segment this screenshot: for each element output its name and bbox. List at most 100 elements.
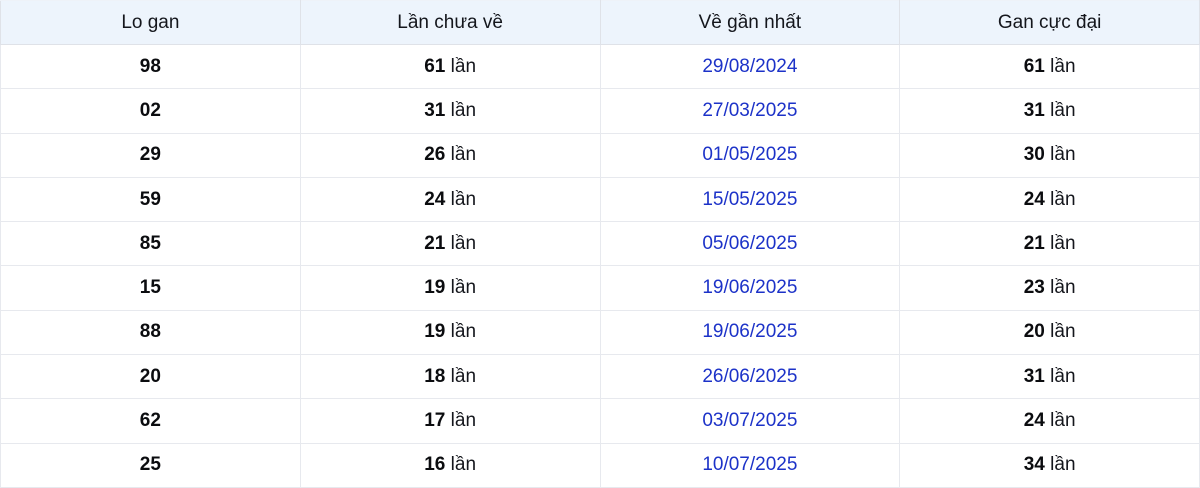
times-suffix-label: lần <box>450 365 477 387</box>
table-row: 88 19 lần 19/06/2025 20 lần <box>0 309 1200 356</box>
max-suffix-label: lần <box>1050 188 1076 210</box>
cell-ve-gan-nhat: 29/08/2024 <box>599 43 901 90</box>
cell-lan-chua-ve: 31 lần <box>299 88 601 134</box>
max-suffix-label: lần <box>1050 99 1076 121</box>
last-return-date-link[interactable]: 15/05/2025 <box>702 188 798 210</box>
table-header: Lo gan Lần chưa về Về gần nhất Gan cực đ… <box>0 0 1200 45</box>
table-row: 98 61 lần 29/08/2024 61 lần <box>0 43 1200 90</box>
cell-lan-chua-ve: 26 lần <box>299 132 601 178</box>
max-gan-value: 21 <box>1023 232 1045 254</box>
table-row: 20 18 lần 26/06/2025 31 lần <box>0 354 1200 400</box>
last-return-date-link[interactable]: 05/06/2025 <box>702 232 798 254</box>
last-return-date-link[interactable]: 19/06/2025 <box>702 321 798 343</box>
last-return-date-link[interactable]: 29/08/2024 <box>702 55 798 77</box>
cell-ve-gan-nhat: 15/05/2025 <box>599 176 901 223</box>
times-not-returned-value: 24 <box>424 188 446 210</box>
cell-ve-gan-nhat: 10/07/2025 <box>599 442 901 488</box>
table-row: 62 17 lần 03/07/2025 24 lần <box>0 398 1200 444</box>
cell-ve-gan-nhat: 05/06/2025 <box>599 221 901 267</box>
times-suffix-label: lần <box>450 277 477 299</box>
cell-lo-gan: 20 <box>0 354 301 400</box>
times-not-returned-value: 21 <box>424 232 446 254</box>
cell-gan-cuc-dai: 30 lần <box>899 132 1200 178</box>
table-row: 02 31 lần 27/03/2025 31 lần <box>0 88 1200 134</box>
table-row: 29 26 lần 01/05/2025 30 lần <box>0 132 1200 178</box>
cell-ve-gan-nhat: 19/06/2025 <box>599 309 901 356</box>
cell-lan-chua-ve: 21 lần <box>299 221 601 267</box>
max-suffix-label: lần <box>1050 232 1076 254</box>
max-gan-value: 61 <box>1023 55 1045 77</box>
cell-lo-gan: 25 <box>0 442 301 488</box>
lo-gan-number: 15 <box>139 277 161 299</box>
lo-gan-number: 85 <box>139 232 161 254</box>
cell-gan-cuc-dai: 21 lần <box>899 221 1200 267</box>
lo-gan-number: 29 <box>139 144 161 166</box>
times-not-returned-value: 26 <box>424 144 446 166</box>
cell-lo-gan: 02 <box>0 88 301 134</box>
times-not-returned-value: 61 <box>424 55 446 77</box>
cell-lo-gan: 59 <box>0 176 301 223</box>
max-gan-value: 31 <box>1023 99 1045 121</box>
cell-lo-gan: 98 <box>0 43 301 90</box>
times-not-returned-value: 19 <box>424 321 446 343</box>
last-return-date-link[interactable]: 26/06/2025 <box>702 365 798 387</box>
times-suffix-label: lần <box>450 99 477 121</box>
max-gan-value: 31 <box>1023 365 1045 387</box>
times-suffix-label: lần <box>450 188 477 210</box>
lo-gan-number: 88 <box>139 321 161 343</box>
header-row: Lo gan Lần chưa về Về gần nhất Gan cực đ… <box>0 0 1200 45</box>
col-header-lo-gan: Lo gan <box>0 0 301 45</box>
cell-lo-gan: 29 <box>0 132 301 178</box>
max-suffix-label: lần <box>1050 277 1076 299</box>
times-not-returned-value: 19 <box>424 277 446 299</box>
max-gan-value: 23 <box>1023 277 1045 299</box>
lo-gan-number: 02 <box>139 99 161 121</box>
cell-ve-gan-nhat: 01/05/2025 <box>599 132 901 178</box>
times-not-returned-value: 17 <box>424 410 446 432</box>
max-suffix-label: lần <box>1050 321 1076 343</box>
lo-gan-number: 98 <box>139 55 161 77</box>
table-row: 85 21 lần 05/06/2025 21 lần <box>0 221 1200 267</box>
col-header-lan-chua-ve: Lần chưa về <box>299 0 601 45</box>
last-return-date-link[interactable]: 01/05/2025 <box>702 144 798 166</box>
max-suffix-label: lần <box>1050 55 1076 77</box>
cell-gan-cuc-dai: 23 lần <box>899 265 1200 311</box>
cell-lo-gan: 62 <box>0 398 301 444</box>
cell-ve-gan-nhat: 03/07/2025 <box>599 398 901 444</box>
cell-lan-chua-ve: 61 lần <box>299 43 601 90</box>
max-gan-value: 34 <box>1023 454 1045 476</box>
cell-lo-gan: 15 <box>0 265 301 311</box>
times-suffix-label: lần <box>450 321 477 343</box>
cell-ve-gan-nhat: 19/06/2025 <box>599 265 901 311</box>
last-return-date-link[interactable]: 10/07/2025 <box>702 454 798 476</box>
cell-lan-chua-ve: 17 lần <box>299 398 601 444</box>
table-row: 25 16 lần 10/07/2025 34 lần <box>0 442 1200 488</box>
max-suffix-label: lần <box>1050 454 1076 476</box>
cell-lo-gan: 88 <box>0 309 301 356</box>
max-gan-value: 30 <box>1023 144 1045 166</box>
cell-lo-gan: 85 <box>0 221 301 267</box>
cell-lan-chua-ve: 24 lần <box>299 176 601 223</box>
cell-gan-cuc-dai: 20 lần <box>899 309 1200 356</box>
cell-gan-cuc-dai: 31 lần <box>899 354 1200 400</box>
times-suffix-label: lần <box>450 144 477 166</box>
cell-gan-cuc-dai: 34 lần <box>899 442 1200 488</box>
table-body: 98 61 lần 29/08/2024 61 lần 02 31 lần 27… <box>0 43 1200 488</box>
last-return-date-link[interactable]: 03/07/2025 <box>702 410 798 432</box>
times-suffix-label: lần <box>450 454 477 476</box>
max-gan-value: 24 <box>1023 188 1045 210</box>
cell-ve-gan-nhat: 26/06/2025 <box>599 354 901 400</box>
last-return-date-link[interactable]: 27/03/2025 <box>702 99 798 121</box>
cell-gan-cuc-dai: 31 lần <box>899 88 1200 134</box>
max-suffix-label: lần <box>1050 410 1076 432</box>
times-suffix-label: lần <box>450 232 477 254</box>
cell-lan-chua-ve: 19 lần <box>299 265 601 311</box>
max-suffix-label: lần <box>1050 365 1076 387</box>
cell-lan-chua-ve: 19 lần <box>299 309 601 356</box>
col-header-gan-cuc-dai: Gan cực đại <box>899 0 1200 45</box>
last-return-date-link[interactable]: 19/06/2025 <box>702 277 798 299</box>
max-gan-value: 24 <box>1023 410 1045 432</box>
table-row: 59 24 lần 15/05/2025 24 lần <box>0 176 1200 223</box>
times-not-returned-value: 16 <box>424 454 446 476</box>
max-gan-value: 20 <box>1023 321 1045 343</box>
